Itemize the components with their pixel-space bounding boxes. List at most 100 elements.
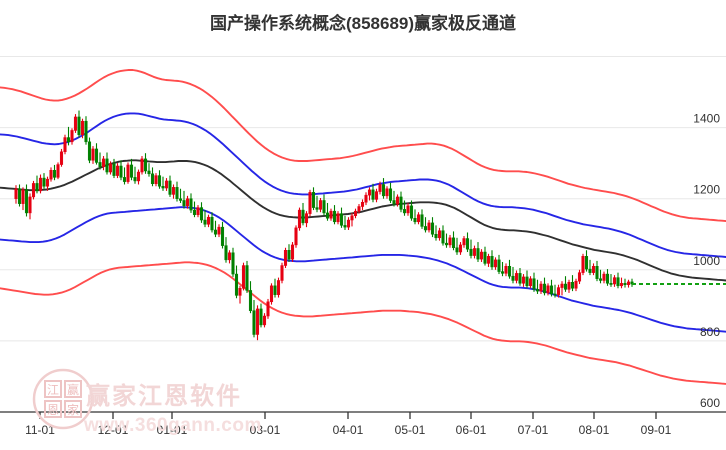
candle-body: [374, 191, 379, 200]
candle-body: [129, 164, 134, 178]
candle-body: [528, 278, 533, 287]
candle-body: [532, 278, 536, 290]
candle-body: [322, 200, 326, 214]
candle-body: [507, 266, 512, 277]
candle-body: [283, 250, 288, 266]
candle-body: [154, 175, 158, 185]
candle-body: [35, 183, 39, 192]
candle-body: [206, 216, 211, 225]
candle-body: [210, 216, 214, 231]
candle-body: [549, 285, 554, 295]
candle-body: [521, 276, 526, 284]
x-axis-labels: 11-01 12-01 01-01 03-01 04-01 05-01 06-01 07-01…: [25, 423, 672, 437]
candle-body: [175, 187, 179, 199]
candle-body: [297, 209, 302, 229]
candle-body: [31, 183, 36, 198]
candle-body: [241, 265, 246, 289]
candle-body: [560, 283, 564, 288]
candle-body: [133, 177, 137, 182]
axes: [0, 411, 726, 419]
candle-body: [98, 162, 102, 167]
candle-body: [17, 188, 22, 204]
candle-body: [416, 214, 421, 223]
candle-body: [73, 116, 78, 131]
candle-body: [423, 226, 428, 231]
candle-body: [612, 277, 617, 285]
candle-body: [255, 308, 260, 335]
channel-line: [0, 112, 726, 258]
candle-body: [24, 189, 29, 214]
x-axis-tick-label: 04-01: [333, 423, 364, 437]
candle-body: [339, 213, 344, 226]
candle-body: [483, 251, 487, 264]
candle-body: [287, 250, 291, 260]
y-axis-tick-label: 1000: [693, 254, 720, 268]
candle-body: [623, 283, 627, 285]
candle-body: [294, 227, 298, 246]
candle-body: [448, 237, 452, 246]
candle-body: [609, 283, 613, 285]
candle-body: [28, 196, 32, 214]
candle-body: [402, 209, 407, 214]
candle-body: [248, 290, 253, 311]
candle-body: [577, 272, 582, 282]
candle-body: [325, 212, 330, 219]
candle-body: [308, 192, 312, 214]
candle-body: [584, 256, 589, 270]
candle-body: [455, 247, 459, 253]
candle-body: [252, 310, 256, 335]
candle-body: [147, 170, 151, 175]
candle-body: [304, 213, 309, 224]
candle-body: [220, 226, 225, 246]
candle-body: [318, 200, 323, 210]
candle-body: [150, 173, 155, 185]
candle-body: [227, 252, 232, 261]
candle-body: [346, 219, 351, 228]
candle-body: [556, 287, 561, 295]
x-axis-tick-label: 03-01: [250, 423, 281, 437]
candle-body: [469, 248, 473, 256]
candle-body: [588, 268, 592, 273]
candle-body: [371, 189, 375, 200]
candle-body: [539, 283, 543, 292]
y-axis-labels: 600 800 1000 1200 1400: [693, 112, 720, 410]
candle-body: [14, 188, 18, 199]
candle-body: [504, 266, 508, 274]
candle-body: [434, 234, 438, 239]
x-axis-tick-label: 01-01: [157, 423, 188, 437]
candle-body: [616, 277, 620, 287]
candle-body: [598, 278, 603, 281]
x-axis-tick-label: 06-01: [456, 423, 487, 437]
candle-body: [112, 163, 116, 176]
candle-body: [332, 210, 337, 223]
candle-body: [126, 164, 130, 182]
candle-body: [192, 209, 197, 215]
candle-body: [38, 177, 43, 192]
candle-body: [518, 273, 522, 284]
candle-body: [350, 215, 354, 221]
candle-body: [343, 225, 347, 228]
candle-body: [605, 273, 610, 284]
candle-body: [21, 189, 25, 204]
candle-body: [476, 248, 480, 260]
candle-body: [80, 120, 85, 135]
candle-body: [430, 222, 435, 235]
candle-body: [101, 158, 106, 167]
candle-body: [378, 184, 382, 192]
candle-body: [231, 252, 235, 275]
candle-body: [392, 200, 396, 205]
candle-body: [595, 266, 599, 279]
candle-body: [56, 164, 60, 178]
candle-body: [465, 238, 470, 250]
candle-body: [511, 275, 515, 281]
candle-body: [591, 266, 596, 273]
candle-body: [497, 259, 501, 272]
candle-body: [353, 210, 358, 217]
candle-body: [301, 209, 305, 224]
candle-body: [94, 148, 99, 163]
candle-body: [357, 206, 361, 212]
candle-body: [49, 170, 53, 180]
y-axis-tick-label: 1400: [693, 112, 720, 126]
channel-line: [0, 69, 726, 223]
